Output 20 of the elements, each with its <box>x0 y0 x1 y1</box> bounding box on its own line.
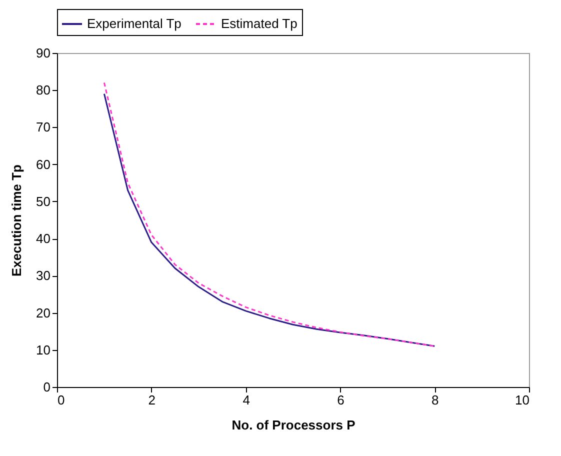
x-tick-label: 6 <box>337 392 344 408</box>
x-tick-label: 2 <box>148 392 156 408</box>
y-axis-title: Execution time Tp <box>9 164 24 276</box>
y-tick-label: 0 <box>43 380 50 394</box>
legend-label: Experimental Tp <box>87 16 182 31</box>
y-tick-label: 90 <box>36 46 50 60</box>
x-tick-label: 0 <box>58 392 65 408</box>
y-tick-label: 60 <box>36 156 50 172</box>
legend-label: Estimated Tp <box>221 16 298 31</box>
y-tick-label: 20 <box>36 305 50 320</box>
x-axis-title: No. of Processors P <box>232 418 356 432</box>
y-tick-label: 70 <box>36 120 50 135</box>
x-tick-label: 4 <box>242 392 250 408</box>
y-tick-label: 80 <box>36 82 50 98</box>
y-tick-label: 40 <box>36 231 50 246</box>
y-tick-label: 10 <box>36 342 50 358</box>
y-tick-label: 50 <box>36 194 50 209</box>
y-tick-label: 30 <box>36 268 50 284</box>
x-tick-label: 10 <box>515 392 530 408</box>
x-tick-label: 8 <box>431 392 439 408</box>
